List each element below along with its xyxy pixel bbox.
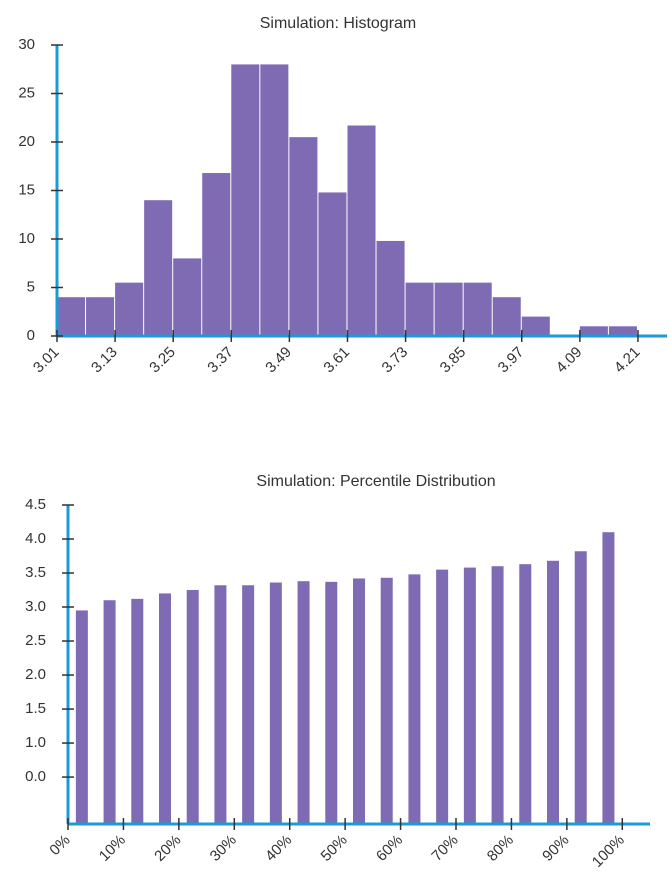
histogram-bar [173, 258, 202, 336]
x-tick-label: 60% [373, 832, 406, 865]
x-tick-label: 3.85 [437, 344, 470, 377]
y-tick-label: 2.0 [25, 666, 46, 683]
bar [242, 585, 255, 824]
histogram-bar [115, 282, 144, 336]
y-tick-label: 30 [18, 36, 35, 53]
chart-title: Simulation: Histogram [260, 15, 417, 32]
x-tick-label: 3.37 [204, 344, 237, 377]
chart-title: Simulation: Percentile Distribution [256, 473, 495, 490]
histogram-bar [86, 297, 115, 336]
histogram-bar [318, 192, 347, 336]
histogram-bar [492, 297, 521, 336]
bar [491, 566, 504, 824]
histogram-bar [144, 200, 173, 336]
bar [463, 567, 476, 824]
bar [353, 578, 365, 824]
bar [436, 569, 449, 824]
histogram-bar [57, 297, 86, 336]
x-tick-label: 90% [539, 832, 572, 865]
x-tick-label: 40% [262, 832, 295, 865]
histogram-bar [260, 64, 289, 337]
x-tick-label: 3.13 [88, 344, 121, 377]
y-tick-label: 1.5 [25, 700, 46, 717]
bar [602, 532, 615, 824]
histogram-bar [521, 316, 550, 336]
histogram-bar [376, 240, 405, 336]
y-tick-label: 10 [18, 230, 35, 247]
y-tick-label: 15 [18, 181, 35, 198]
histogram-bar [463, 282, 492, 336]
y-tick-label: 2.5 [25, 632, 46, 649]
bar [75, 610, 88, 824]
x-tick-label: 70% [428, 832, 461, 865]
y-tick-label: 4.0 [25, 530, 46, 547]
histogram-bar [405, 282, 434, 336]
y-tick-label: 3.5 [25, 564, 46, 581]
x-tick-label: 10% [96, 832, 129, 865]
x-tick-label: 3.01 [30, 344, 63, 377]
x-tick-label: 3.61 [320, 344, 353, 377]
x-tick-label: 3.25 [146, 344, 179, 377]
x-tick-label: 0% [46, 832, 73, 859]
bar [297, 581, 310, 824]
x-tick-label: 4.21 [611, 344, 644, 377]
x-tick-label: 20% [151, 832, 184, 865]
x-tick-label: 30% [207, 832, 240, 865]
x-tick-label: 3.97 [495, 344, 528, 377]
bar [547, 560, 559, 824]
bar [380, 577, 393, 824]
bar [159, 593, 171, 824]
histogram-bar [347, 125, 376, 336]
y-tick-label: 5 [27, 278, 35, 295]
histogram-bar [579, 326, 608, 336]
bar [103, 600, 116, 824]
x-tick-label: 4.09 [553, 344, 586, 377]
y-tick-label: 0.0 [25, 768, 46, 785]
x-tick-label: 3.73 [379, 344, 412, 377]
y-tick-label: 3.0 [25, 598, 46, 615]
bar [408, 574, 421, 824]
x-tick-label: 50% [318, 832, 351, 865]
x-tick-label: 100% [589, 832, 628, 871]
histogram-bar [289, 137, 318, 336]
bar [214, 585, 227, 824]
bar [325, 581, 338, 824]
bar [186, 590, 199, 824]
bar [269, 582, 282, 824]
bar [131, 598, 144, 824]
y-tick-label: 20 [18, 133, 35, 150]
y-tick-label: 4.5 [25, 496, 46, 513]
bar [519, 564, 532, 824]
x-tick-label: 80% [484, 832, 517, 865]
y-tick-label: 1.0 [25, 734, 46, 751]
y-tick-label: 0 [27, 327, 35, 344]
histogram-bar [434, 282, 463, 336]
histogram-bar [202, 173, 231, 336]
y-tick-label: 25 [18, 84, 35, 101]
histogram-bar [608, 326, 637, 336]
bar [574, 551, 587, 824]
histogram-bar [231, 64, 260, 337]
x-tick-label: 3.49 [262, 344, 295, 377]
